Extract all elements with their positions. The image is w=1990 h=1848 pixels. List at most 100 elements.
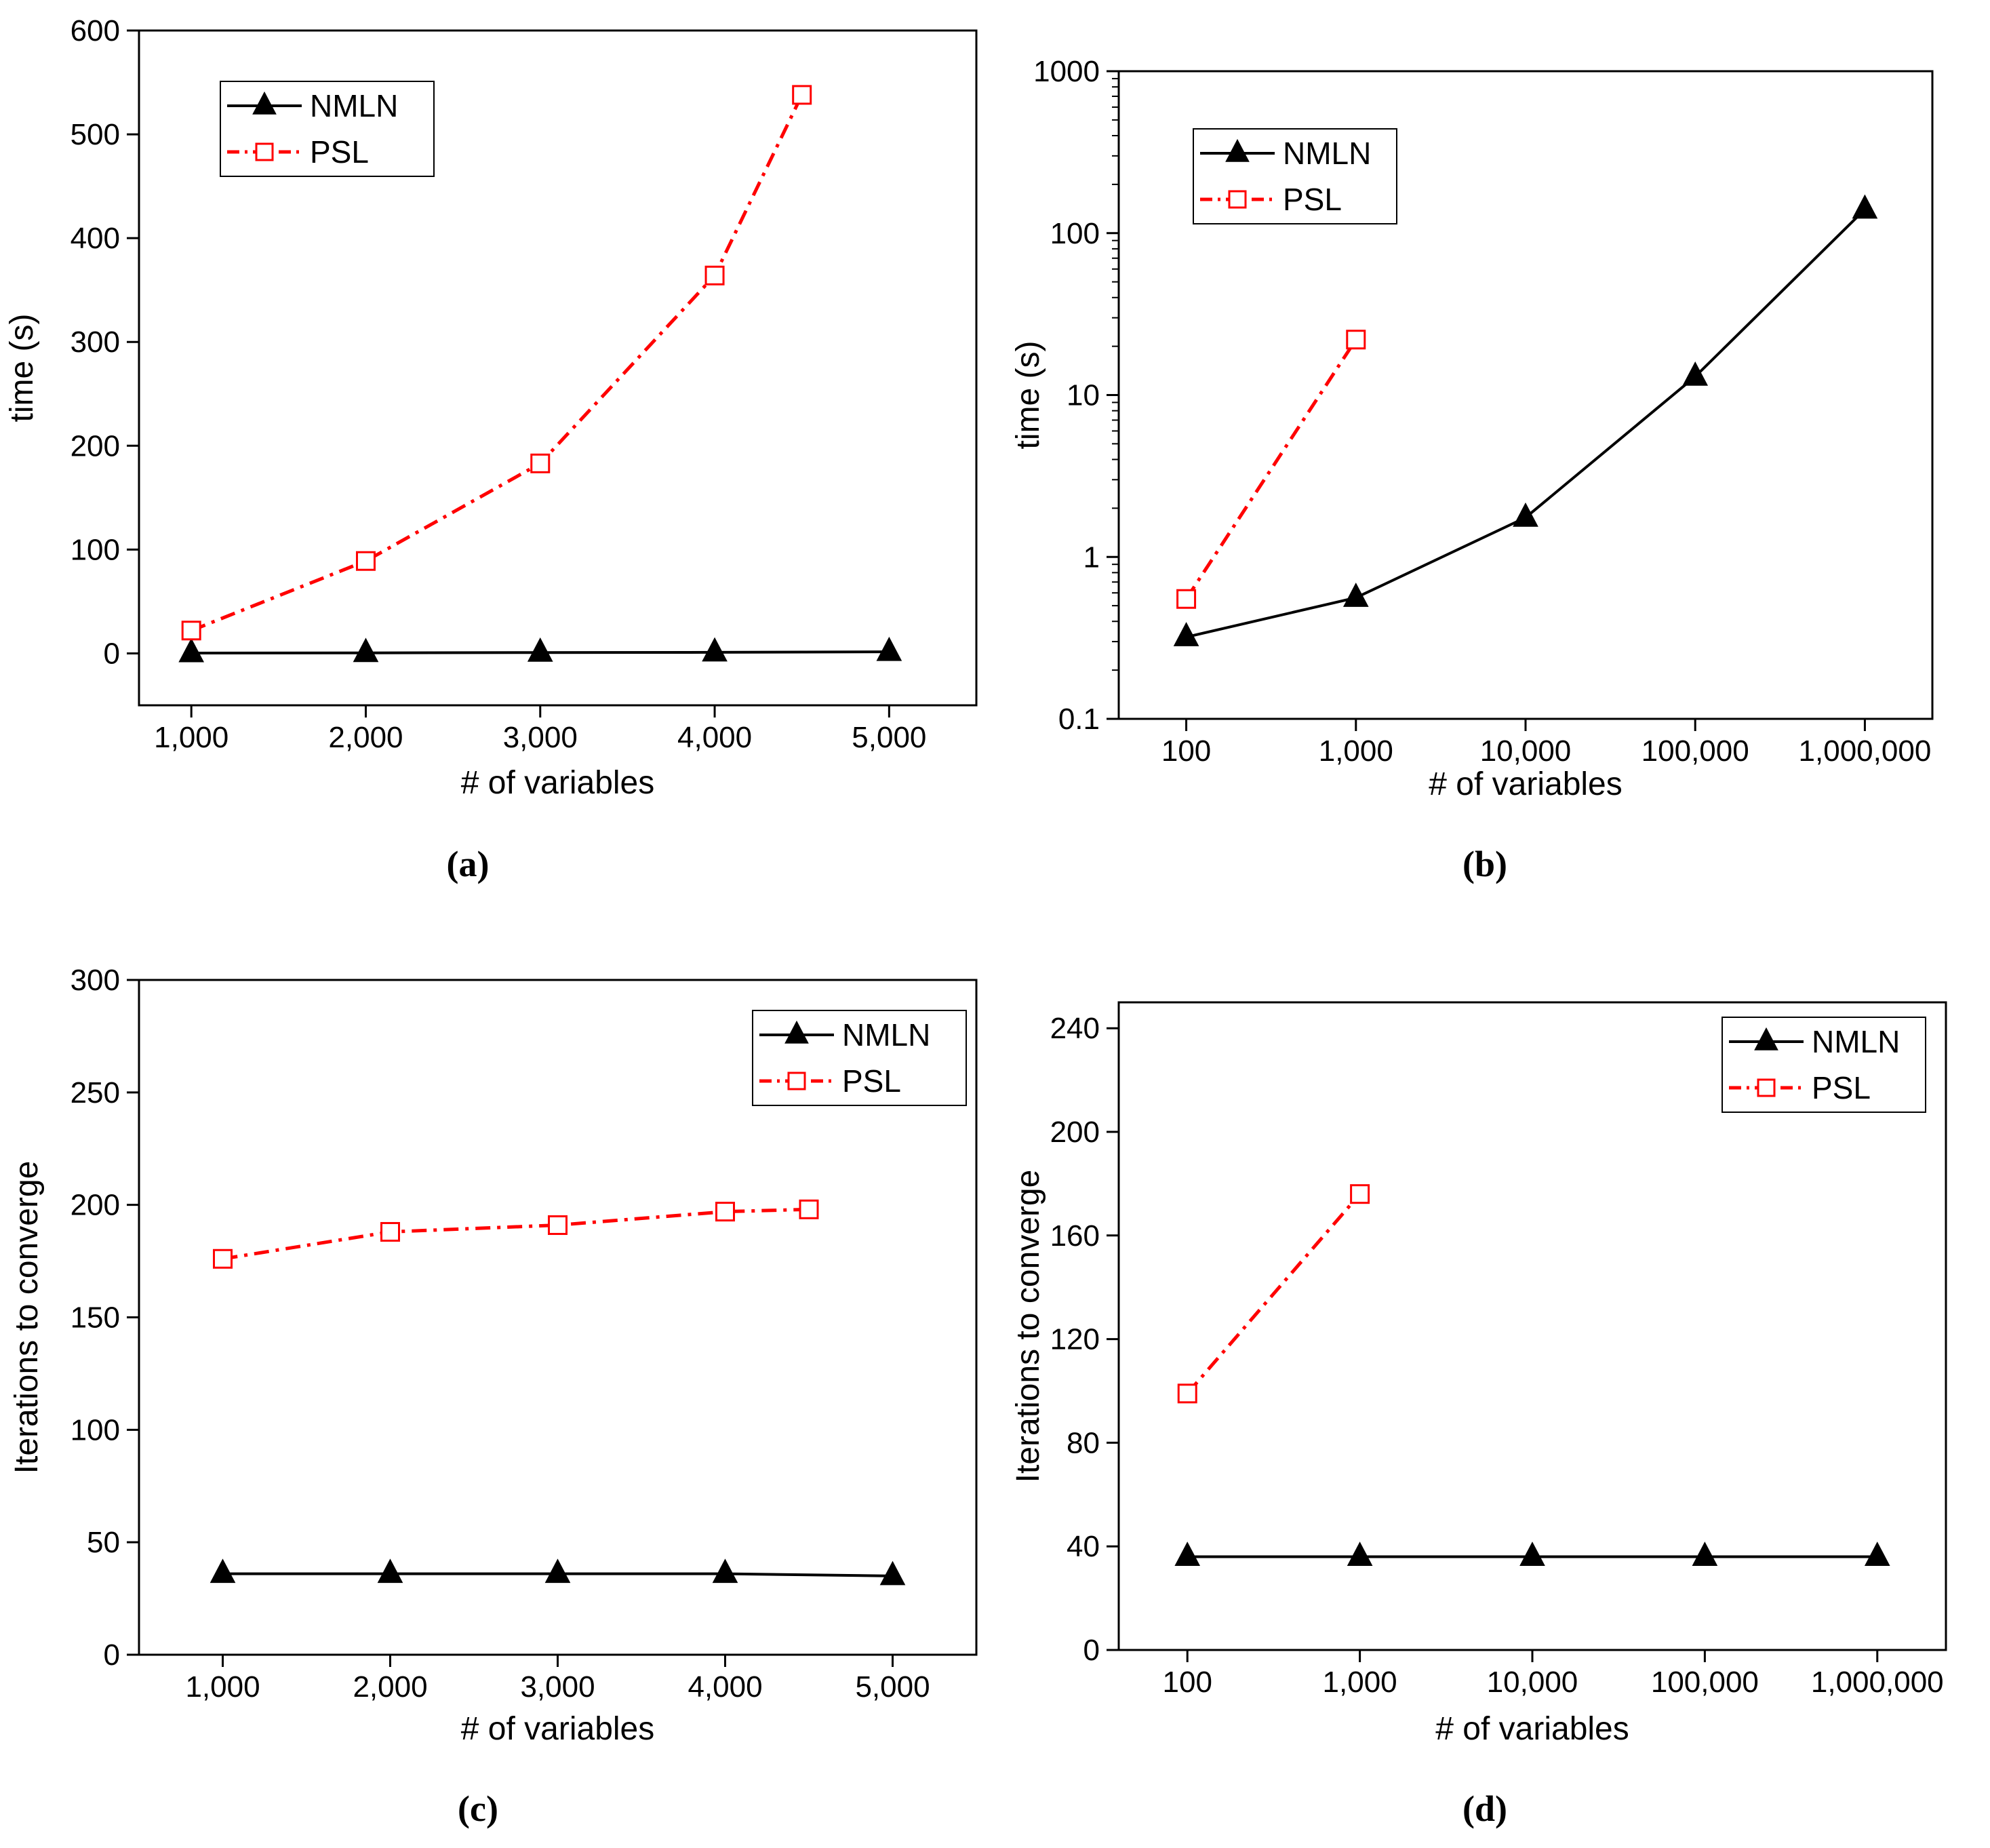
nmln-marker — [1225, 138, 1250, 162]
legend: NMLN PSL — [1193, 128, 1397, 224]
chart-panel-d: 100 1,000 10,000 100,000 1,000,000 0 40 80 120 16… — [1010, 1001, 1947, 1829]
x-tick-label: 100,000 — [1641, 734, 1749, 768]
y-tick-label: 300 — [71, 964, 120, 997]
panel-caption: (d) — [1462, 1788, 1507, 1829]
nmln-marker — [1174, 1541, 1201, 1566]
x-tick-label: 100,000 — [1651, 1666, 1759, 1699]
y-tick-label: 80 — [1067, 1426, 1100, 1459]
legend-nmln-label: NMLN — [1283, 136, 1371, 171]
nmln-marker — [1864, 1541, 1890, 1566]
chart-panel-b: 100 1,000 10,000 100,000 1,000,000 0.1 1 10 100 1… — [1010, 55, 1934, 884]
psl-marker — [704, 265, 725, 286]
legend-nmln-label: NMLN — [1812, 1024, 1900, 1059]
nmln-marker — [876, 636, 902, 661]
psl-marker — [792, 85, 812, 105]
nmln-marker — [1513, 502, 1538, 527]
y-axis-title: time (s) — [4, 314, 40, 422]
psl-marker — [787, 1072, 806, 1090]
y-axis-title: Iterations to converge — [1010, 1170, 1046, 1483]
x-tick-label: 2,000 — [353, 1670, 427, 1704]
psl-marker — [530, 453, 551, 473]
y-tick-label: 120 — [1050, 1323, 1100, 1356]
psl-marker — [355, 551, 376, 571]
y-tick-label: 200 — [1050, 1116, 1100, 1149]
y-tick-label: 1 — [1083, 540, 1100, 574]
nmln-marker — [1682, 361, 1709, 386]
nmln-marker — [527, 637, 553, 662]
legend: NMLN PSL — [220, 81, 435, 177]
panel-caption: (a) — [447, 844, 490, 884]
y-tick-label: 0 — [104, 637, 120, 670]
chart-panel-c: 1,000 2,000 3,000 4,000 5,000 0 50 100 150 200 250… — [9, 964, 978, 1829]
x-axis-title: # of variables — [1429, 766, 1623, 802]
legend-psl-label: PSL — [842, 1063, 901, 1099]
nmln-marker — [1347, 1541, 1373, 1566]
legend-nmln-label: NMLN — [842, 1017, 930, 1053]
nmln-marker — [1173, 622, 1199, 646]
y-tick-label: 0.1 — [1058, 703, 1100, 736]
y-tick-label: 160 — [1050, 1219, 1100, 1253]
legend-box — [1722, 1017, 1926, 1113]
y-tick-label: 240 — [1050, 1012, 1100, 1045]
x-axis-title: # of variables — [461, 1711, 655, 1747]
legend: NMLN PSL — [1722, 1017, 1926, 1113]
y-tick-label: 250 — [71, 1076, 120, 1109]
x-tick-label: 10,000 — [1480, 734, 1572, 768]
y-tick-label: 10 — [1067, 379, 1100, 412]
nmln-marker — [252, 91, 277, 115]
x-tick-label: 3,000 — [503, 721, 578, 754]
chart-panel-a: 1,000 2,000 3,000 4,000 5,000 0 100 200 300 400 50… — [4, 14, 978, 884]
psl-marker — [1346, 330, 1366, 350]
y-tick-label: 100 — [1050, 217, 1100, 250]
nmln-marker — [353, 637, 379, 663]
legend-psl-label: PSL — [1812, 1070, 1871, 1105]
nmln-marker — [210, 1558, 236, 1584]
psl-marker — [548, 1215, 568, 1236]
psl-marker — [1228, 190, 1247, 209]
nmln-marker — [377, 1558, 403, 1584]
y-axis-title: time (s) — [1010, 341, 1046, 450]
y-tick-label: 500 — [71, 118, 120, 151]
psl-series-line — [222, 1207, 810, 1261]
legend-box — [1193, 128, 1397, 224]
psl-series-line — [1185, 338, 1357, 600]
nmln-marker — [1852, 194, 1878, 219]
psl-marker — [715, 1202, 735, 1222]
x-tick-label: 100 — [1161, 734, 1211, 768]
y-tick-label: 1000 — [1033, 55, 1100, 88]
nmln-marker — [544, 1558, 571, 1584]
x-tick-label: 1,000,000 — [1811, 1666, 1944, 1699]
psl-marker — [1176, 589, 1197, 609]
nmln-marker — [1342, 583, 1369, 607]
x-tick-label: 5,000 — [855, 1670, 930, 1704]
x-axis-title: # of variables — [1435, 1711, 1629, 1747]
psl-marker — [380, 1221, 400, 1242]
x-tick-label: 10,000 — [1487, 1666, 1578, 1699]
x-tick-label: 4,000 — [688, 1670, 762, 1704]
x-tick-label: 100 — [1163, 1666, 1212, 1699]
y-tick-label: 300 — [71, 326, 120, 359]
y-tick-label: 600 — [71, 14, 120, 47]
plot-frame — [138, 29, 978, 707]
legend-nmln-label: NMLN — [310, 88, 398, 123]
legend-psl-label: PSL — [310, 134, 369, 170]
psl-marker — [799, 1199, 819, 1219]
legend-psl-label: PSL — [1283, 182, 1342, 217]
legend: NMLN PSL — [752, 1010, 967, 1106]
y-tick-label: 150 — [71, 1301, 120, 1335]
nmln-marker — [178, 637, 205, 663]
psl-marker — [181, 621, 201, 641]
psl-marker — [1177, 1383, 1197, 1404]
psl-series-line — [1186, 1193, 1361, 1395]
nmln-marker — [712, 1558, 738, 1584]
y-tick-label: 100 — [71, 533, 120, 566]
nmln-marker — [702, 637, 728, 662]
nmln-marker — [1519, 1541, 1545, 1566]
x-tick-label: 1,000 — [1323, 1666, 1397, 1699]
x-tick-label: 2,000 — [328, 721, 403, 754]
y-tick-label: 0 — [1083, 1634, 1100, 1667]
y-tick-label: 100 — [71, 1413, 120, 1447]
x-tick-label: 4,000 — [677, 721, 752, 754]
y-tick-label: 50 — [87, 1526, 120, 1559]
